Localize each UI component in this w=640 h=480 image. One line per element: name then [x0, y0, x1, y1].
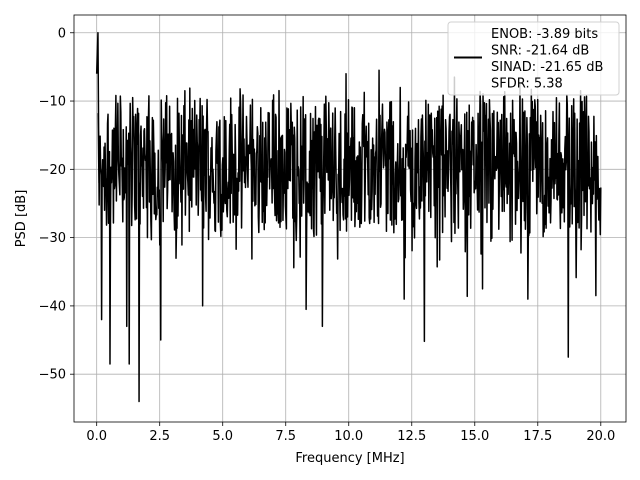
x-tick-label: 12.5 [397, 429, 426, 444]
x-tick-label: 15.0 [460, 429, 489, 444]
y-tick-label: −20 [39, 163, 66, 178]
legend-entry-sinad: SINAD: -21.65 dB [491, 60, 603, 75]
x-tick-label: 10.0 [334, 429, 363, 444]
legend-entry-snr: SNR: -21.64 dB [491, 44, 589, 59]
y-tick-label: −50 [39, 368, 66, 383]
x-tick-label: 7.5 [275, 429, 296, 444]
x-axis-title: Frequency [MHz] [295, 451, 404, 466]
x-tick-label: 0.0 [86, 429, 107, 444]
x-axis: 0.0 2.5 5.0 7.5 10.0 12.5 15.0 17.5 20.0 [86, 422, 615, 444]
y-axis-title: PSD [dB] [14, 190, 29, 248]
x-tick-label: 20.0 [586, 429, 615, 444]
x-tick-label: 17.5 [523, 429, 552, 444]
y-tick-label: 0 [58, 26, 66, 41]
psd-series-line [95, 32, 602, 403]
y-tick-label: −30 [39, 231, 66, 246]
y-tick-label: −10 [39, 95, 66, 110]
legend-entry-sfdr: SFDR: 5.38 [491, 77, 563, 92]
y-tick-label: −40 [39, 299, 66, 314]
plot-frame [73, 14, 627, 423]
series-group [95, 32, 602, 403]
legend: ENOB: -3.89 bits SNR: -21.64 dB SINAD: -… [447, 21, 620, 96]
legend-box [447, 21, 620, 96]
y-axis: 0 −10 −20 −30 −40 −50 [39, 26, 74, 383]
legend-entry-enob: ENOB: -3.89 bits [491, 27, 598, 42]
x-tick-label: 5.0 [212, 429, 233, 444]
x-tick-label: 2.5 [149, 429, 170, 444]
